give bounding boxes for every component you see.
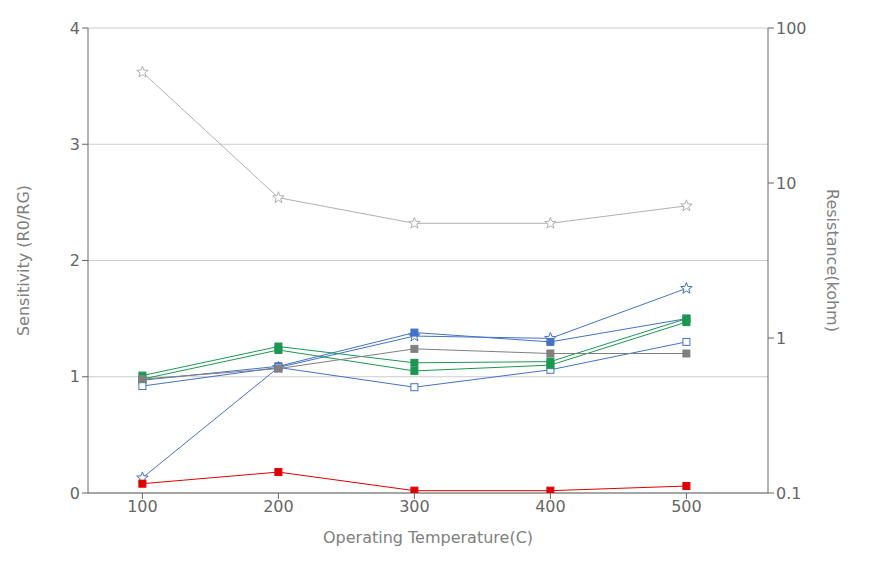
svg-text:500: 500: [671, 497, 702, 516]
svg-text:3: 3: [70, 135, 80, 154]
svg-text:10: 10: [776, 174, 796, 193]
svg-text:300: 300: [399, 497, 430, 516]
svg-text:200: 200: [263, 497, 294, 516]
svg-text:100: 100: [776, 19, 807, 38]
svg-text:1: 1: [70, 367, 80, 386]
svg-text:2: 2: [70, 251, 80, 270]
svg-text:0.1: 0.1: [776, 484, 801, 503]
svg-text:Sensitivity (R0/RG): Sensitivity (R0/RG): [14, 185, 33, 336]
svg-text:0: 0: [70, 484, 80, 503]
svg-text:100: 100: [127, 497, 158, 516]
svg-text:Resistance(kohm): Resistance(kohm): [823, 189, 842, 332]
svg-text:4: 4: [70, 19, 80, 38]
svg-text:Operating Temperature(C): Operating Temperature(C): [323, 528, 533, 547]
svg-text:1: 1: [776, 329, 786, 348]
svg-text:400: 400: [535, 497, 566, 516]
